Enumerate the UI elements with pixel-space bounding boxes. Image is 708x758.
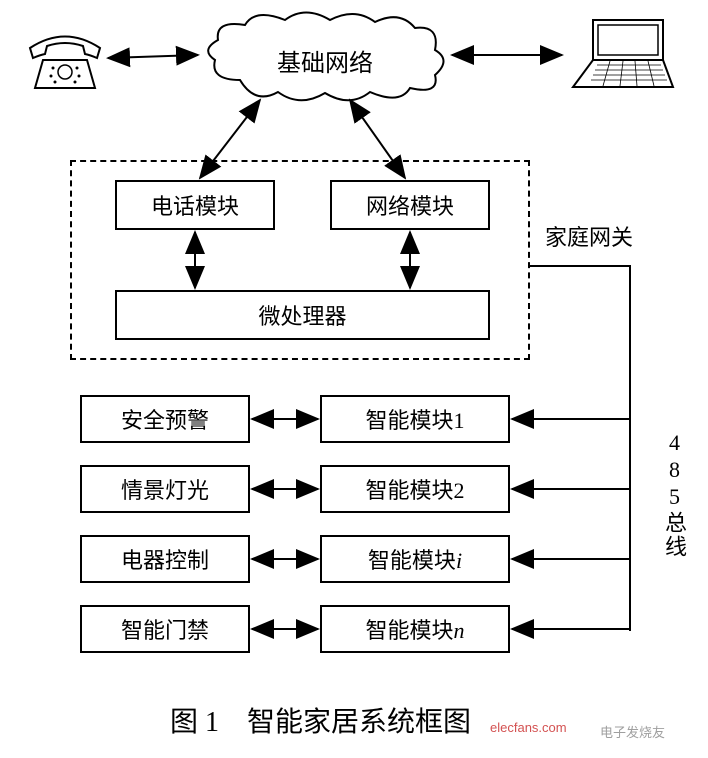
left-box-2-label: 电器控制 bbox=[121, 543, 209, 575]
watermark-elecfans: elecfans.com bbox=[490, 720, 567, 735]
watermark-cn: 电子发烧友 bbox=[600, 722, 665, 741]
right-box-1-label: 智能模块2 bbox=[365, 473, 464, 505]
left-box-1-label: 情景灯光 bbox=[121, 473, 209, 505]
gateway-label: 家庭网关 bbox=[545, 220, 633, 252]
figure-caption: 图 1 智能家居系统框图 bbox=[170, 700, 471, 740]
left-box-3: 智能门禁 bbox=[80, 605, 250, 653]
network-module-box: 网络模块 bbox=[330, 180, 490, 230]
bus-vertical-line bbox=[629, 265, 631, 631]
telephone-icon bbox=[25, 30, 105, 95]
network-module-label: 网络模块 bbox=[366, 189, 454, 221]
cloud-label: 基础网络 bbox=[277, 43, 373, 78]
right-box-2: 智能模块i bbox=[320, 535, 510, 583]
cloud-basic-network: 基础网络 bbox=[200, 10, 450, 110]
microprocessor-label: 微处理器 bbox=[258, 299, 346, 331]
right-box-2-label: 智能模块i bbox=[368, 543, 462, 575]
right-box-0-label: 智能模块1 bbox=[365, 403, 464, 435]
right-box-0: 智能模块1 bbox=[320, 395, 510, 443]
laptop-icon bbox=[565, 15, 675, 95]
diagram-container: 基础网络 家庭网关 电话模块 bbox=[0, 0, 708, 758]
right-box-1: 智能模块2 bbox=[320, 465, 510, 513]
left-box-0-label: 安全预警 bbox=[121, 403, 209, 435]
bus-label-text: 485总线 bbox=[662, 430, 687, 559]
telephone-module-label: 电话模块 bbox=[151, 189, 239, 221]
microprocessor-box: 微处理器 bbox=[115, 290, 490, 340]
left-box-3-label: 智能门禁 bbox=[121, 613, 209, 645]
right-box-3: 智能模块n bbox=[320, 605, 510, 653]
left-box-0: 安全预警 bbox=[80, 395, 250, 443]
telephone-module-box: 电话模块 bbox=[115, 180, 275, 230]
left-box-1: 情景灯光 bbox=[80, 465, 250, 513]
bus-label: 485总线 bbox=[658, 430, 690, 559]
right-box-3-label: 智能模块n bbox=[365, 613, 464, 645]
left-box-2: 电器控制 bbox=[80, 535, 250, 583]
